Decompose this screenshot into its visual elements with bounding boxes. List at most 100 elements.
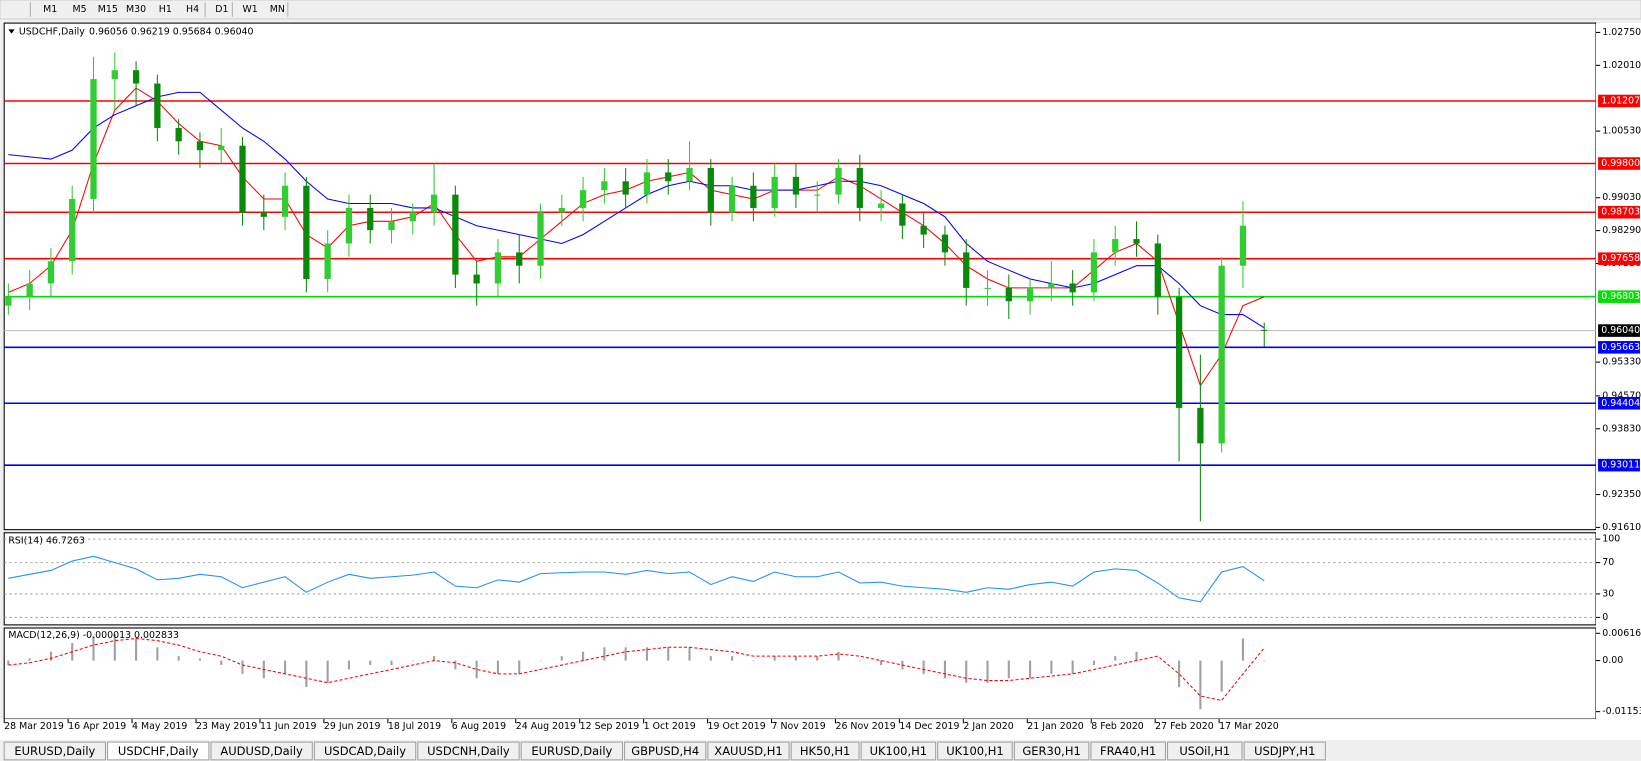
level-label: 0.96803: [1601, 291, 1640, 302]
tab[interactable]: [1243, 741, 1326, 761]
y-tick-label: 0: [1602, 612, 1608, 623]
tab[interactable]: [313, 741, 417, 761]
tab-label[interactable]: EURUSD,Daily: [14, 744, 95, 758]
tab-label[interactable]: UK100,H1: [946, 744, 1004, 758]
x-tick-label: 29 Jun 2019: [324, 721, 381, 732]
tab[interactable]: [860, 741, 937, 761]
macd-bar: [1178, 660, 1181, 688]
x-tick-label: 12 Sep 2019: [580, 721, 640, 732]
macd-bar: [113, 634, 116, 661]
macd-pane: [3, 627, 1597, 720]
candle-body: [643, 172, 651, 195]
level-label-bg: [1598, 94, 1640, 108]
x-tick-label: 26 Nov 2019: [835, 721, 895, 732]
tab[interactable]: [210, 741, 313, 761]
x-tick-label: 4 May 2019: [132, 721, 187, 732]
macd-bar: [1220, 660, 1223, 692]
candle-body: [430, 194, 438, 213]
y-tick-label: -0.011531: [1602, 706, 1641, 717]
macd-bar: [241, 660, 244, 674]
macd-bar: [858, 660, 861, 662]
y-tick-label: 1.00530: [1602, 126, 1641, 137]
x-tick-label: 6 Aug 2019: [452, 721, 506, 732]
tab-label[interactable]: UK100,H1: [870, 744, 928, 758]
tab-label[interactable]: USDCHF,Daily: [118, 744, 199, 758]
candle-body: [686, 167, 693, 182]
rsi-pane: [3, 532, 1597, 626]
x-tick-label: 24 Aug 2019: [516, 721, 576, 732]
candle-body: [877, 203, 885, 208]
timeframe-button[interactable]: M5: [72, 4, 86, 15]
candle-body: [1048, 283, 1055, 288]
y-tick-label: 0.006167: [1602, 628, 1641, 639]
macd-bar: [475, 660, 478, 679]
candle-body: [69, 199, 76, 262]
timeframe-button[interactable]: H1: [159, 4, 172, 15]
candle-body: [750, 185, 757, 208]
tab[interactable]: [707, 741, 790, 761]
tab-label[interactable]: HK50,H1: [800, 744, 850, 758]
macd-bar: [1092, 660, 1095, 666]
tab-label[interactable]: USOil,H1: [1179, 744, 1230, 758]
macd-bar: [922, 660, 925, 674]
macd-bar: [177, 656, 180, 661]
timeframe-button[interactable]: M15: [98, 4, 118, 15]
tab[interactable]: [3, 741, 107, 761]
y-tick-label: 100: [1602, 534, 1620, 545]
tab[interactable]: [520, 741, 624, 761]
candle-body: [558, 207, 565, 213]
tab[interactable]: [1167, 741, 1243, 761]
signal-line: [8, 637, 1265, 702]
macd-bar: [667, 647, 670, 661]
macd-bar: [369, 660, 372, 666]
candle-body: [1175, 296, 1183, 408]
tab[interactable]: [1013, 741, 1090, 761]
macd-bar: [539, 660, 542, 662]
pane-title: RSI(14) 46.7263: [8, 536, 84, 547]
tab-label[interactable]: GER30,H1: [1022, 744, 1080, 758]
tab[interactable]: [624, 741, 707, 761]
tab[interactable]: [107, 741, 210, 761]
title-marker: [8, 29, 15, 34]
tab[interactable]: [1090, 741, 1166, 761]
macd-bar: [624, 647, 627, 661]
macd-bar: [1263, 660, 1266, 662]
macd-bar: [688, 647, 691, 661]
candle-body: [154, 83, 161, 128]
x-tick-label: 1 Oct 2019: [644, 721, 696, 732]
tab-label[interactable]: USDJPY,H1: [1254, 744, 1315, 758]
tab-label[interactable]: USDCNH,Daily: [427, 744, 510, 758]
timeframe-button[interactable]: M1: [43, 4, 57, 15]
x-tick-label: 28 Mar 2019: [4, 721, 64, 732]
timeframe-button[interactable]: D1: [215, 4, 228, 15]
macd-bar: [816, 656, 819, 661]
timeframe-button[interactable]: W1: [242, 4, 257, 15]
level-label: 1.01207: [1601, 95, 1640, 106]
candle-body: [175, 127, 182, 142]
tab-label[interactable]: FRA40,H1: [1100, 744, 1156, 758]
moving-average: [8, 91, 1265, 329]
tab-label[interactable]: GBPUSD,H4: [631, 744, 699, 758]
timeframe-button[interactable]: H4: [186, 4, 199, 15]
tab-label[interactable]: XAUUSD,H1: [714, 744, 782, 758]
macd-bar: [326, 660, 329, 683]
macd-bar: [7, 660, 10, 666]
tab[interactable]: [417, 741, 520, 761]
tab-label[interactable]: USDCAD,Daily: [324, 744, 406, 758]
candle-body: [984, 287, 991, 289]
tab[interactable]: [937, 741, 1013, 761]
macd-bar: [411, 660, 414, 662]
timeframe-button[interactable]: M30: [126, 4, 146, 15]
tab-label[interactable]: EURUSD,Daily: [531, 744, 612, 758]
timeframe-button[interactable]: MN: [270, 4, 285, 15]
y-tick-label: 0.91610: [1602, 522, 1641, 533]
candle-body: [239, 145, 246, 213]
candle-body: [473, 274, 480, 284]
tab-label[interactable]: AUDUSD,Daily: [220, 744, 303, 758]
chart-title: USDCHF,Daily 0.96056 0.96219 0.95684 0.96…: [19, 26, 254, 37]
macd-bar: [709, 656, 712, 661]
macd-bar: [284, 660, 287, 674]
candle-body: [601, 181, 608, 191]
candle-body: [281, 185, 289, 217]
tab[interactable]: [790, 741, 860, 761]
